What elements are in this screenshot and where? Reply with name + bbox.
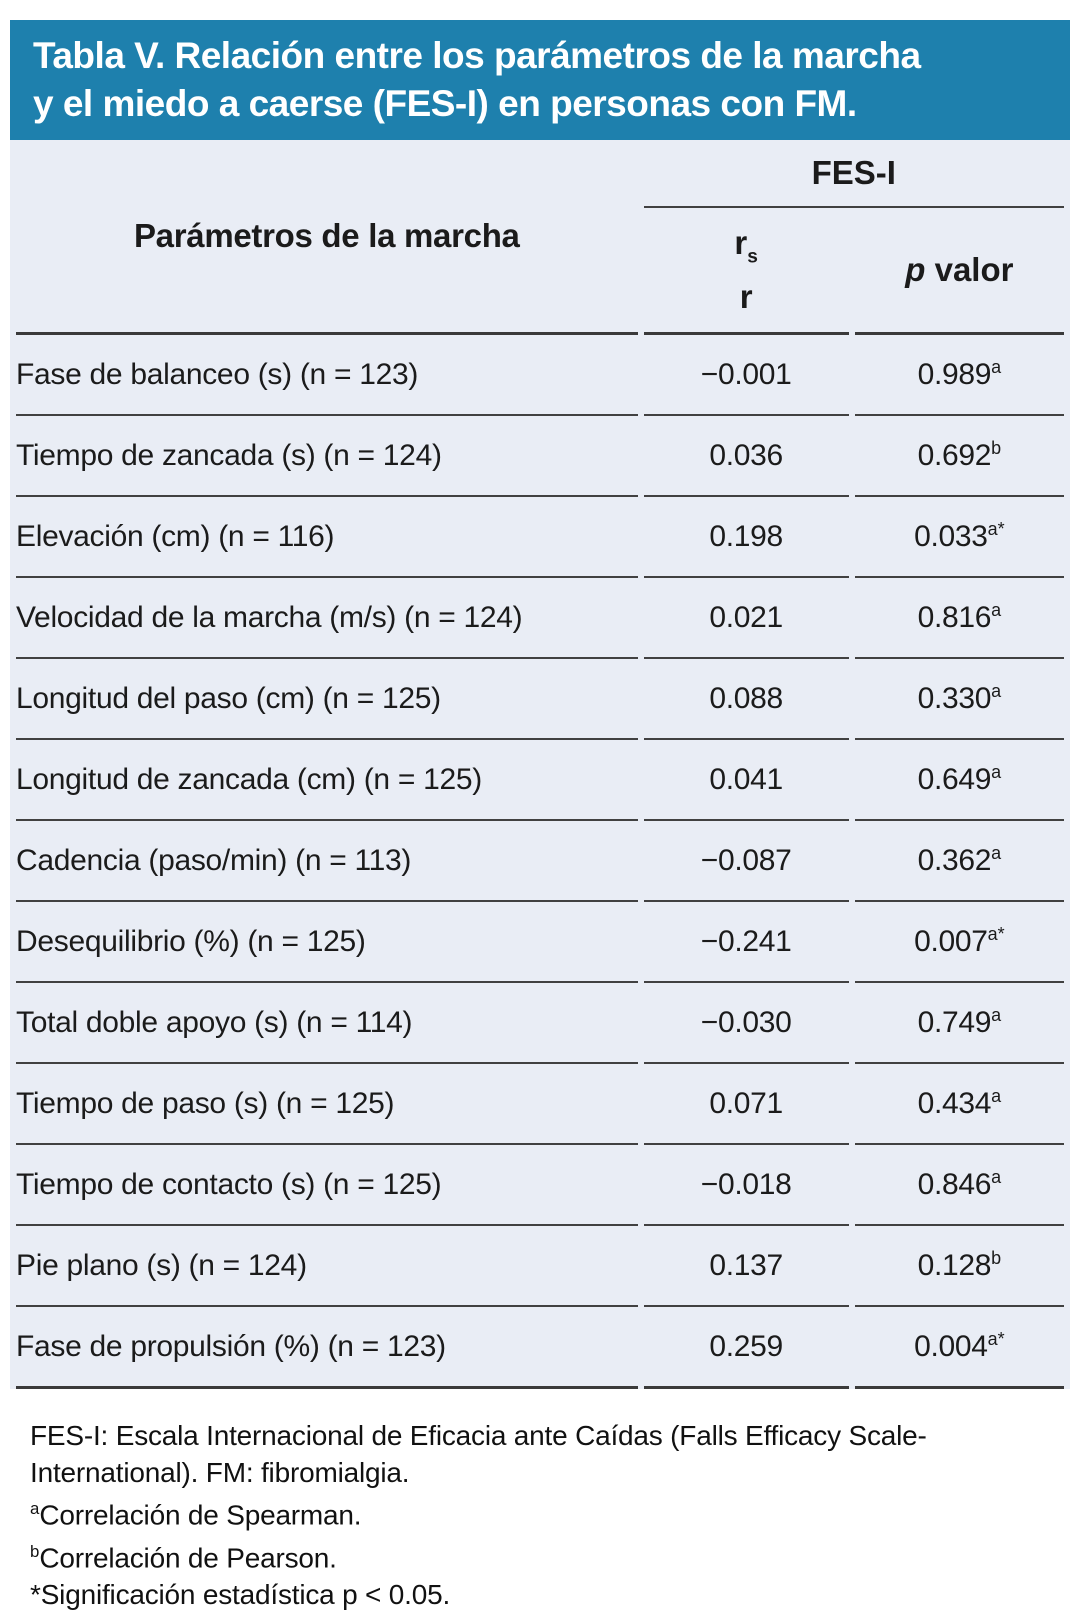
r-value-cell: 0.259 xyxy=(643,1307,849,1389)
param-cell: Desequilibrio (%) (n = 125) xyxy=(16,902,638,983)
r-value-cell: −0.030 xyxy=(643,983,849,1064)
footnotes: FES-I: Escala Internacional de Eficacia … xyxy=(30,1418,1050,1613)
p-value-cell: 0.004a* xyxy=(854,1307,1064,1389)
table-row: Cadencia (paso/min) (n = 113) −0.087 0.3… xyxy=(16,821,1064,902)
p-superscript: b xyxy=(991,1248,1002,1268)
p-superscript: a xyxy=(991,1005,1002,1025)
p-superscript: a* xyxy=(987,519,1005,539)
r-value-cell: 0.041 xyxy=(643,740,849,821)
p-value-cell: 0.816a xyxy=(854,578,1064,659)
footnote-b-marker: b xyxy=(30,1541,40,1561)
table-row: Total doble apoyo (s) (n = 114) −0.030 0… xyxy=(16,983,1064,1064)
correlation-table: Parámetros de la marcha FES-I rs r p valo… xyxy=(10,140,1070,1389)
table-row: Tiempo de contacto (s) (n = 125) −0.018 … xyxy=(16,1145,1064,1226)
p-superscript: a xyxy=(991,1086,1002,1106)
p-superscript: a xyxy=(991,1167,1002,1187)
footnote-spearman: aCorrelación de Spearman. xyxy=(30,1499,362,1531)
p-superscript: b xyxy=(991,438,1002,458)
p-superscript: a xyxy=(991,762,1002,782)
table-title-line1: Tabla V. Relación entre los parámetros d… xyxy=(33,35,921,76)
p-value-cell: 0.692b xyxy=(854,416,1064,497)
column-header-r: rs r xyxy=(643,208,849,335)
p-valor-label: valor xyxy=(925,251,1014,288)
r-symbol-line2: r xyxy=(739,278,753,316)
table-title: Tabla V. Relación entre los parámetros d… xyxy=(10,20,1070,140)
footnote-asterisk-marker: * xyxy=(30,1578,41,1610)
table-card: Tabla V. Relación entre los parámetros d… xyxy=(10,20,1070,1389)
p-value-cell: 0.007a* xyxy=(854,902,1064,983)
param-cell: Tiempo de zancada (s) (n = 124) xyxy=(16,416,638,497)
table-row: Pie plano (s) (n = 124) 0.137 0.128b xyxy=(16,1226,1064,1307)
p-value-cell: 0.749a xyxy=(854,983,1064,1064)
p-value-cell: 0.846a xyxy=(854,1145,1064,1226)
p-value-cell: 0.989a xyxy=(854,335,1064,416)
table-row: Tiempo de zancada (s) (n = 124) 0.036 0.… xyxy=(16,416,1064,497)
column-header-parameters: Parámetros de la marcha xyxy=(16,140,638,335)
table-row: Longitud del paso (cm) (n = 125) 0.088 0… xyxy=(16,659,1064,740)
table-row: Elevación (cm) (n = 116) 0.198 0.033a* xyxy=(16,497,1064,578)
p-value-cell: 0.128b xyxy=(854,1226,1064,1307)
footnote-abbreviations-line1: FES-I: Escala Internacional de Eficacia … xyxy=(30,1420,927,1451)
param-cell: Elevación (cm) (n = 116) xyxy=(16,497,638,578)
table-row: Fase de balanceo (s) (n = 123) −0.001 0.… xyxy=(16,335,1064,416)
p-superscript: a xyxy=(991,843,1002,863)
r-subscript: s xyxy=(747,246,758,268)
r-value-cell: 0.021 xyxy=(643,578,849,659)
r-value-cell: 0.036 xyxy=(643,416,849,497)
param-cell: Fase de propulsión (%) (n = 123) xyxy=(16,1307,638,1389)
p-superscript: a xyxy=(991,600,1002,620)
r-value-cell: 0.198 xyxy=(643,497,849,578)
param-cell: Tiempo de contacto (s) (n = 125) xyxy=(16,1145,638,1226)
param-cell: Velocidad de la marcha (m/s) (n = 124) xyxy=(16,578,638,659)
r-value-cell: −0.087 xyxy=(643,821,849,902)
p-superscript: a* xyxy=(987,1329,1005,1349)
footnote-a-marker: a xyxy=(30,1499,40,1518)
p-value-cell: 0.362a xyxy=(854,821,1064,902)
param-cell: Cadencia (paso/min) (n = 113) xyxy=(16,821,638,902)
sub-header-row: rs r p valor xyxy=(16,208,1064,335)
r-value-cell: −0.241 xyxy=(643,902,849,983)
table-title-line2: y el miedo a caerse (FES-I) en personas … xyxy=(33,83,857,124)
r-value-cell: 0.071 xyxy=(643,1064,849,1145)
param-cell: Tiempo de paso (s) (n = 125) xyxy=(16,1064,638,1145)
p-value-cell: 0.649a xyxy=(854,740,1064,821)
table-row: Tiempo de paso (s) (n = 125) 0.071 0.434… xyxy=(16,1064,1064,1145)
p-value-cell: 0.033a* xyxy=(854,497,1064,578)
column-header-pvalue: p valor xyxy=(854,208,1064,335)
param-cell: Fase de balanceo (s) (n = 123) xyxy=(16,335,638,416)
column-group-header-fesi: FES-I xyxy=(643,140,1064,208)
table-row: Desequilibrio (%) (n = 125) −0.241 0.007… xyxy=(16,902,1064,983)
param-cell: Total doble apoyo (s) (n = 114) xyxy=(16,983,638,1064)
table-row: Longitud de zancada (cm) (n = 125) 0.041… xyxy=(16,740,1064,821)
r-value-cell: −0.001 xyxy=(643,335,849,416)
p-value-cell: 0.330a xyxy=(854,659,1064,740)
group-header-row: Parámetros de la marcha FES-I xyxy=(16,140,1064,335)
p-superscript: a xyxy=(991,357,1002,377)
r-symbol: r xyxy=(734,223,748,261)
footnote-significance: *Significación estadística p < 0.05. xyxy=(30,1578,451,1610)
p-value-cell: 0.434a xyxy=(854,1064,1064,1145)
r-value-cell: −0.018 xyxy=(643,1145,849,1226)
p-superscript: a* xyxy=(987,924,1005,944)
r-value-cell: 0.088 xyxy=(643,659,849,740)
footnote-pearson: bCorrelación de Pearson. xyxy=(30,1541,337,1574)
param-cell: Longitud del paso (cm) (n = 125) xyxy=(16,659,638,740)
p-symbol: p xyxy=(905,251,926,288)
table-row: Fase de propulsión (%) (n = 123) 0.259 0… xyxy=(16,1307,1064,1389)
r-value-cell: 0.137 xyxy=(643,1226,849,1307)
param-cell: Pie plano (s) (n = 124) xyxy=(16,1226,638,1307)
p-superscript: a xyxy=(991,681,1002,701)
table-body: Parámetros de la marcha FES-I rs r p valo… xyxy=(10,140,1070,1389)
table-row: Velocidad de la marcha (m/s) (n = 124) 0… xyxy=(16,578,1064,659)
footnote-abbreviations-line2: International). FM: fibromialgia. xyxy=(30,1456,410,1488)
param-cell: Longitud de zancada (cm) (n = 125) xyxy=(16,740,638,821)
